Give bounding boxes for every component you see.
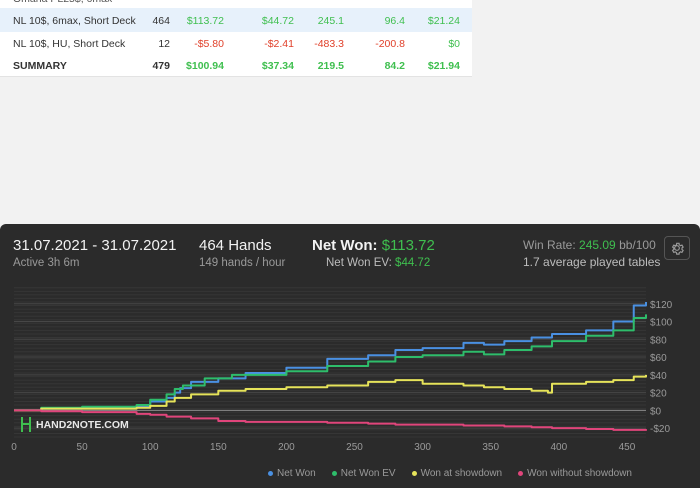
stats-row[interactable]: NL 10$, HU, Short Deck 12 -$5.80 -$2.41 -483… <box>0 32 472 54</box>
stats-cell-v4: 96.4 <box>384 15 405 27</box>
stats-cell-v4: 84.2 <box>384 60 405 72</box>
net-won-ev-value: $44.72 <box>395 257 431 269</box>
legend-dot-icon <box>268 471 273 476</box>
x-tick-label: 200 <box>278 442 295 453</box>
y-tick-label: $80 <box>650 335 667 346</box>
stats-cell-v1: -$5.80 <box>194 38 224 50</box>
stats-cell-v3: 245.1 <box>317 15 344 27</box>
gear-icon <box>671 242 684 255</box>
stats-cell-v4: -200.8 <box>375 38 405 50</box>
chart-legend: Net Won Net Won EV Won at showdown Won with… <box>0 468 700 488</box>
series-line <box>14 314 647 412</box>
stats-row[interactable]: NL 10$, 6max, Short Deck 464 $113.72 $44.72… <box>0 8 472 32</box>
stats-cell-name: SUMMARY <box>13 60 67 72</box>
x-tick-label: 100 <box>142 442 159 453</box>
net-won-ev: Net Won EV: $44.72 <box>326 257 430 269</box>
series-line <box>14 409 647 431</box>
active-time: Active 3h 6m <box>13 257 80 269</box>
net-won-value: $113.72 <box>381 237 435 254</box>
stats-cell-v2: $37.34 <box>261 60 294 72</box>
y-tick-label: $100 <box>650 318 673 329</box>
stats-cell-v5: $21.94 <box>427 60 460 72</box>
stats-cell-v1: $100.94 <box>186 60 224 72</box>
stats-cell-v2: -$2.41 <box>264 38 294 50</box>
y-tick-label: $0 <box>650 406 662 417</box>
stats-cell-v5: $0 <box>448 38 460 50</box>
y-tick-label: $20 <box>650 389 667 400</box>
x-tick-label: 50 <box>77 442 89 453</box>
graph-panel: 31.07.2021 - 31.07.2021 Active 3h 6m 464… <box>0 224 700 488</box>
hands-rate: 149 hands / hour <box>199 257 286 269</box>
legend-label: Won without showdown <box>527 468 632 479</box>
stats-cell-hands: 464 <box>152 15 170 27</box>
y-tick-label: -$20 <box>650 424 670 435</box>
legend-item[interactable]: Net Won <box>268 468 316 479</box>
legend-label: Net Won <box>277 468 316 479</box>
legend-item[interactable]: Net Won EV <box>331 468 396 479</box>
x-tick-label: 150 <box>210 442 227 453</box>
watermark-logo: HAND2NOTE.COM <box>36 419 129 431</box>
x-tick-label: 250 <box>346 442 363 453</box>
stats-cell-name: NL 10$, HU, Short Deck <box>13 38 126 50</box>
settings-button[interactable] <box>664 236 690 260</box>
stats-cell-v1: $113.72 <box>186 15 224 27</box>
legend-label: Net Won EV <box>340 468 396 479</box>
series-line <box>14 374 647 412</box>
stats-cell-name: Omaha PL25$, 6max <box>13 0 112 5</box>
legend-dot-icon <box>331 471 337 476</box>
stats-row[interactable]: SUMMARY 479 $100.94 $37.34 219.5 84.2 $21.94 <box>0 54 472 76</box>
avg-tables: 1.7 average played tables <box>523 255 661 269</box>
stats-cell-hands: 12 <box>158 38 170 50</box>
y-tick-label: $120 <box>650 300 673 311</box>
stats-cell-v5: $21.24 <box>427 15 460 27</box>
x-tick-label: 0 <box>11 442 17 453</box>
hands-count: 464 Hands <box>199 237 272 254</box>
legend-item[interactable]: Won without showdown <box>518 468 632 479</box>
legend-dot-icon <box>411 471 417 476</box>
y-tick-label: $60 <box>650 353 667 364</box>
legend-item[interactable]: Won at showdown <box>411 468 503 479</box>
legend-dot-icon <box>518 471 524 476</box>
stats-cell-v3: -483.3 <box>314 38 344 50</box>
stats-table: Omaha PL25$, 6max NL 10$, 6max, Short Dec… <box>0 0 472 77</box>
win-rate-value: 245.09 <box>579 238 616 252</box>
y-tick-label: $40 <box>650 371 667 382</box>
stats-row[interactable]: Omaha PL25$, 6max <box>0 0 472 8</box>
net-won-chart: $120 $100 $80 $60 $40 $20 $0 -$20 0 50 100 150 200 25… <box>11 287 673 453</box>
win-rate-label: Win Rate: <box>523 238 576 252</box>
net-won-ev-label: Net Won EV: <box>326 257 392 269</box>
logo-mark <box>21 417 31 432</box>
x-tick-label: 300 <box>414 442 431 453</box>
win-rate: Win Rate: 245.09 bb/100 <box>523 238 656 252</box>
net-won-label: Net Won: <box>312 237 378 254</box>
win-rate-unit: bb/100 <box>619 238 656 252</box>
legend-label: Won at showdown <box>420 468 503 479</box>
x-tick-label: 350 <box>482 442 499 453</box>
stats-cell-v2: $44.72 <box>261 15 294 27</box>
stats-cell-name: NL 10$, 6max, Short Deck <box>13 15 136 27</box>
stats-cell-hands: 479 <box>152 60 170 72</box>
net-won: Net Won: $113.72 <box>312 237 435 254</box>
x-tick-label: 400 <box>550 442 567 453</box>
stats-cell-v3: 219.5 <box>317 60 344 72</box>
date-range: 31.07.2021 - 31.07.2021 <box>13 237 177 254</box>
x-tick-label: 450 <box>619 442 636 453</box>
